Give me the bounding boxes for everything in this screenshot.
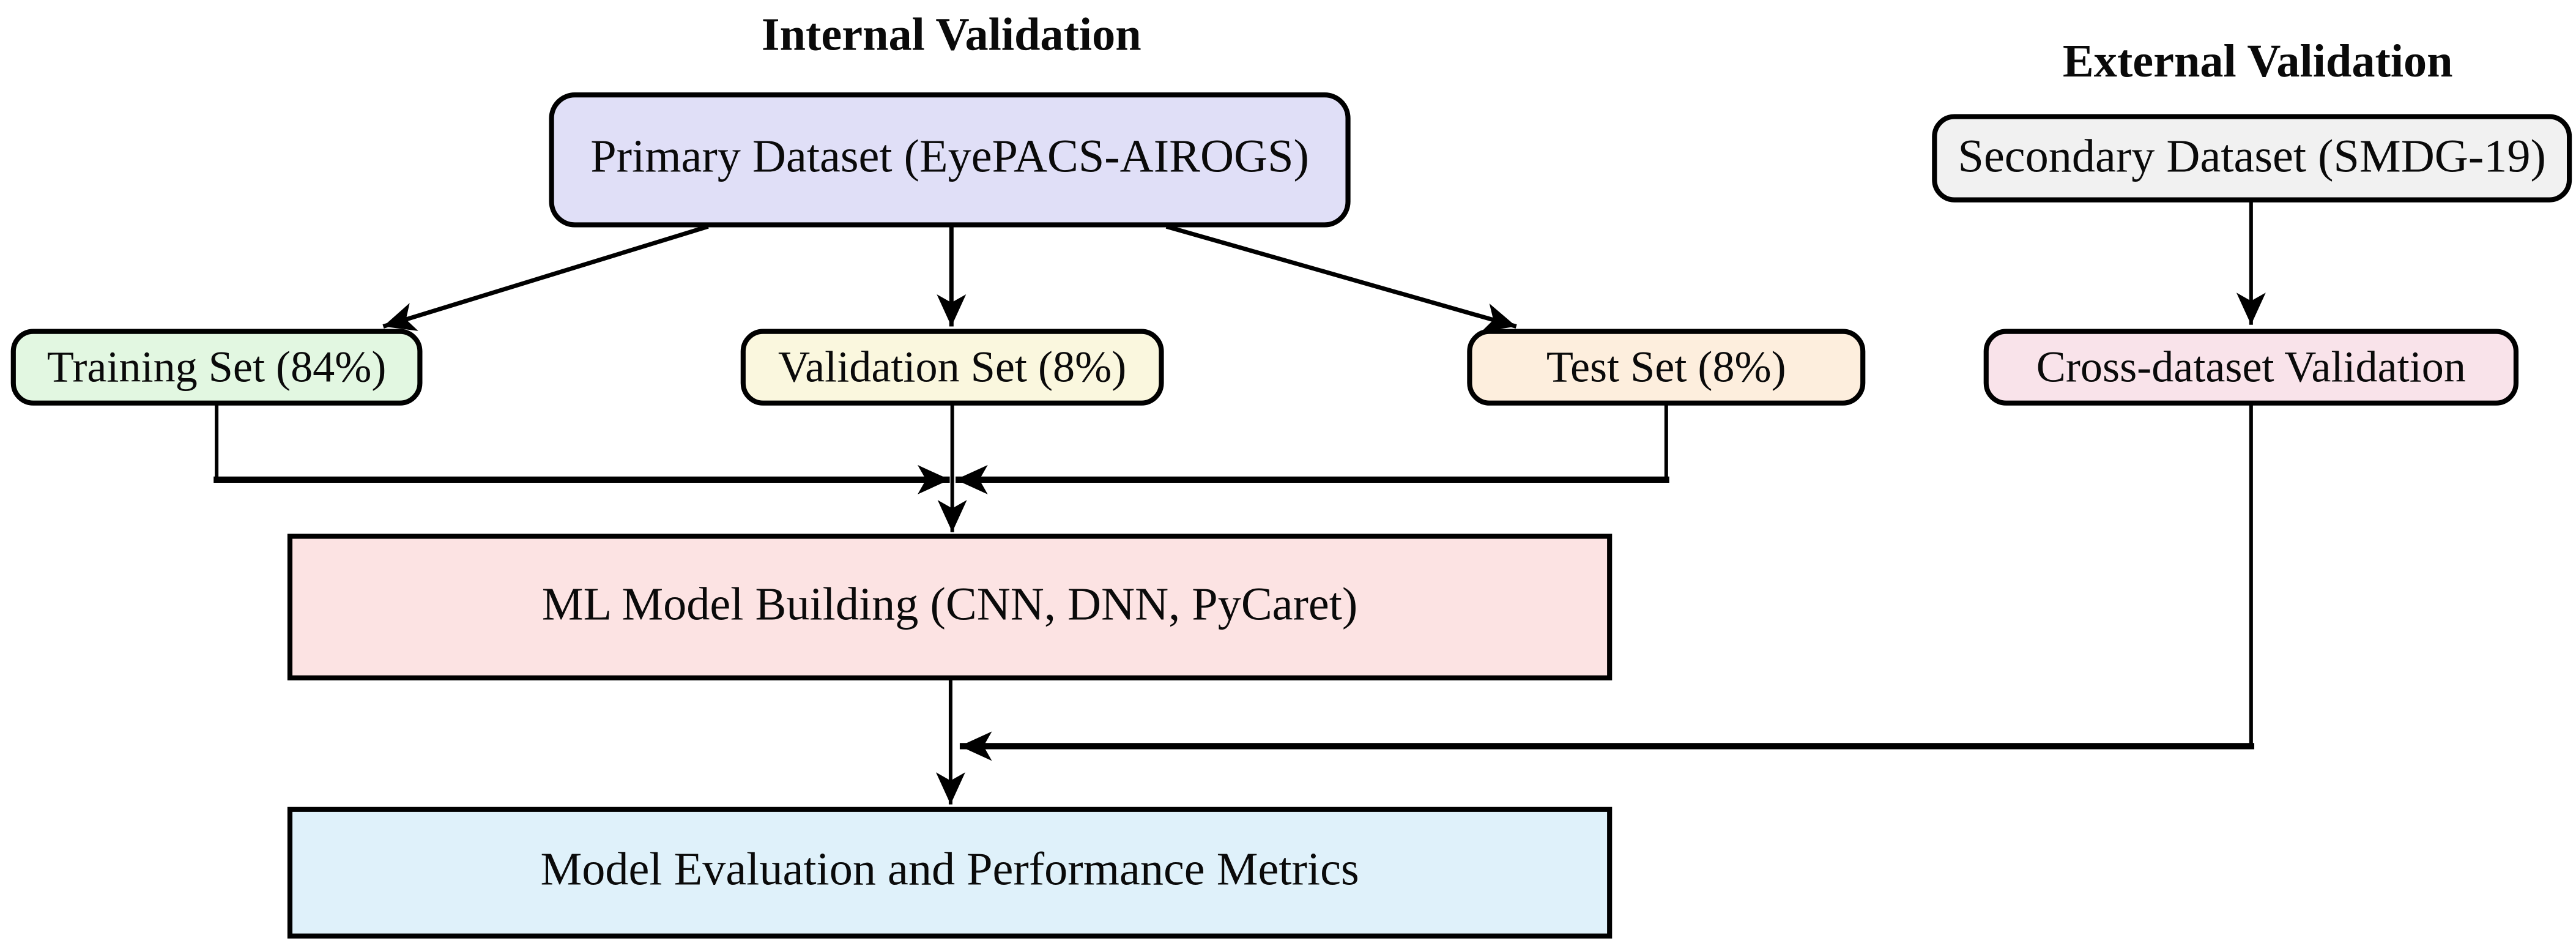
nodes-group: Primary Dataset (EyePACS-AIROGS) Seconda…	[10, 92, 2572, 939]
secondary-dataset-label: Secondary Dataset (SMDG-19)	[1958, 130, 2546, 182]
edge-primary-to-test-arrow	[1165, 224, 1517, 332]
cross-dataset-validation-label: Cross-dataset Validation	[2036, 342, 2466, 391]
cross-dataset-validation-box	[1983, 329, 2519, 406]
model-evaluation-box	[287, 806, 1613, 939]
primary-dataset-box	[549, 92, 1351, 228]
edges-group	[213, 201, 2266, 805]
internal-validation-title: Internal Validation	[762, 9, 1141, 61]
training-set-box	[10, 329, 423, 406]
primary-dataset-label: Primary Dataset (EyePACS-AIROGS)	[590, 130, 1309, 182]
model-evaluation-label: Model Evaluation and Performance Metrics	[541, 843, 1359, 895]
ml-model-building-label: ML Model Building (CNN, DNN, PyCaret)	[542, 579, 1358, 630]
validation-set-box	[740, 329, 1164, 406]
validation-set-label: Validation Set (8%)	[778, 342, 1126, 391]
test-set-label: Test Set (8%)	[1546, 342, 1786, 391]
training-set-label: Training Set (84%)	[47, 342, 387, 391]
external-validation-title: External Validation	[2063, 35, 2453, 87]
secondary-dataset-box	[1932, 114, 2572, 203]
ml-model-building-box	[287, 534, 1613, 680]
test-set-box	[1467, 329, 1866, 406]
edge-primary-to-training-arrow	[382, 224, 709, 331]
